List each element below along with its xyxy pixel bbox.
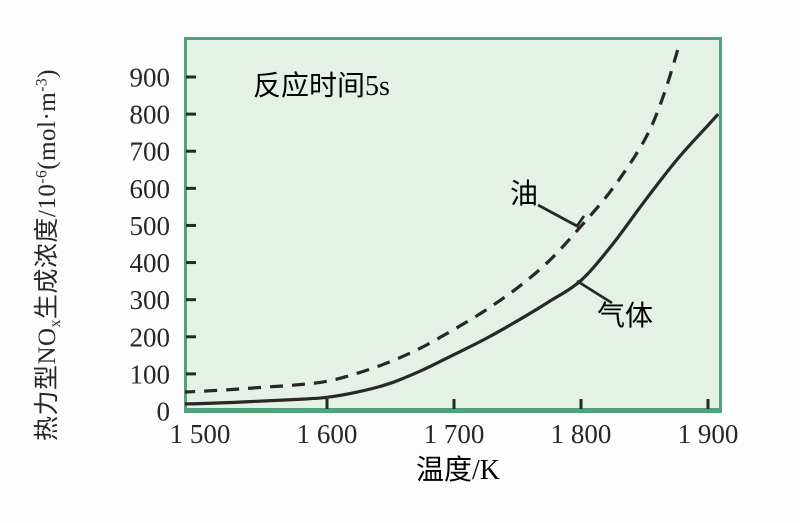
x-tick-label: 1 700	[424, 419, 485, 449]
y-tick-label: 800	[130, 100, 171, 130]
x-tick-label: 1 500	[170, 419, 231, 449]
x-axis-label: 温度/K	[416, 454, 500, 486]
y-tick-label: 100	[130, 359, 171, 389]
y-axis-ticks	[186, 75, 196, 376]
x-axis-tick-labels: 1 500 1 600 1 700 1 800 1 900	[170, 419, 739, 449]
oil-curve	[185, 41, 682, 394]
y-tick-label: 900	[130, 63, 171, 93]
gas-curve-label: 气体	[597, 300, 653, 332]
y-axis-tick-labels: 0 100 200 300 400 500 600 700 800 900	[130, 63, 171, 427]
plot-area	[184, 37, 722, 411]
y-tick-label: 300	[130, 285, 171, 315]
y-tick-label: 500	[130, 211, 171, 241]
annotation-reaction-time: 反应时间5s	[253, 70, 390, 102]
oil-leader-line	[537, 203, 586, 228]
gas-curve	[185, 113, 720, 406]
y-tick-label: 700	[130, 137, 171, 167]
y-tick-label: 0	[157, 397, 171, 427]
y-tick-label: 200	[130, 322, 171, 352]
y-tick-label: 600	[130, 174, 171, 204]
oil-curve-label: 油	[510, 178, 538, 210]
x-tick-label: 1 800	[551, 419, 612, 449]
y-tick-label: 400	[130, 248, 171, 278]
x-tick-label: 1 600	[297, 419, 358, 449]
x-tick-label: 1 900	[678, 419, 739, 449]
x-axis-ticks	[325, 399, 710, 409]
gas-leader-line	[576, 279, 613, 305]
